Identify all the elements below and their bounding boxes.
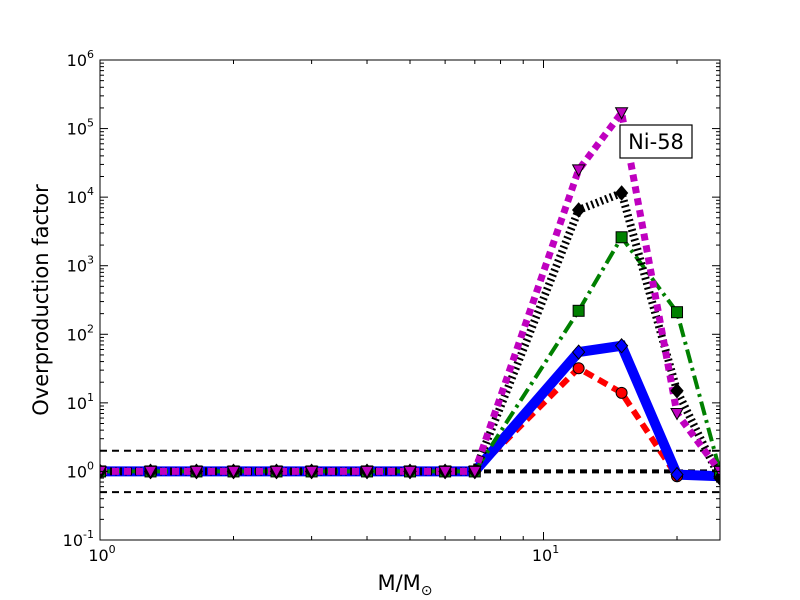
series-4-point xyxy=(403,465,417,479)
x-tick-label: 101 xyxy=(532,543,559,565)
series-3-point xyxy=(614,185,629,201)
series-4-point xyxy=(269,465,284,479)
series-4-point xyxy=(670,407,684,421)
annotation-box: Ni-58 xyxy=(619,124,693,159)
series-3-point xyxy=(571,202,586,218)
series-1-point xyxy=(670,466,684,483)
y-tick-label: 106 xyxy=(67,48,94,70)
series-4-point xyxy=(614,107,629,120)
y-axis-label: Overproduction factor xyxy=(29,184,53,416)
series-2-point xyxy=(572,304,585,317)
x-tick-label: 100 xyxy=(88,543,115,565)
plot-background xyxy=(100,60,720,540)
y-tick-label: 103 xyxy=(67,254,94,276)
series-4-point xyxy=(571,164,586,177)
y-tick-label: 10-1 xyxy=(63,528,94,550)
x-axis-label-sub: ⊙ xyxy=(421,583,433,599)
y-tick-label: 102 xyxy=(67,322,94,344)
series-0-point xyxy=(615,386,628,399)
y-tick-label: 104 xyxy=(67,185,94,207)
x-axis-label-main: M/M xyxy=(377,571,420,595)
series-4-point xyxy=(304,465,319,479)
y-tick-label: 101 xyxy=(67,391,94,413)
series-3-point xyxy=(670,383,684,399)
x-axis-label: M/M⊙ xyxy=(377,571,432,599)
series-2-point xyxy=(615,231,628,244)
series-1-point xyxy=(614,338,629,354)
annotation-label: Ni-58 xyxy=(628,130,684,154)
series-4-point xyxy=(189,465,204,479)
y-tick-label: 100 xyxy=(67,459,94,481)
series-4-point xyxy=(438,465,452,479)
series-4-point xyxy=(143,465,158,479)
series-2-point xyxy=(671,306,684,319)
series-1-point xyxy=(571,344,586,360)
series-4-point xyxy=(467,465,482,479)
y-tick-label: 105 xyxy=(67,117,94,139)
series-4-point xyxy=(360,465,374,479)
series-0-point xyxy=(572,362,585,375)
series-4-point xyxy=(226,465,241,479)
